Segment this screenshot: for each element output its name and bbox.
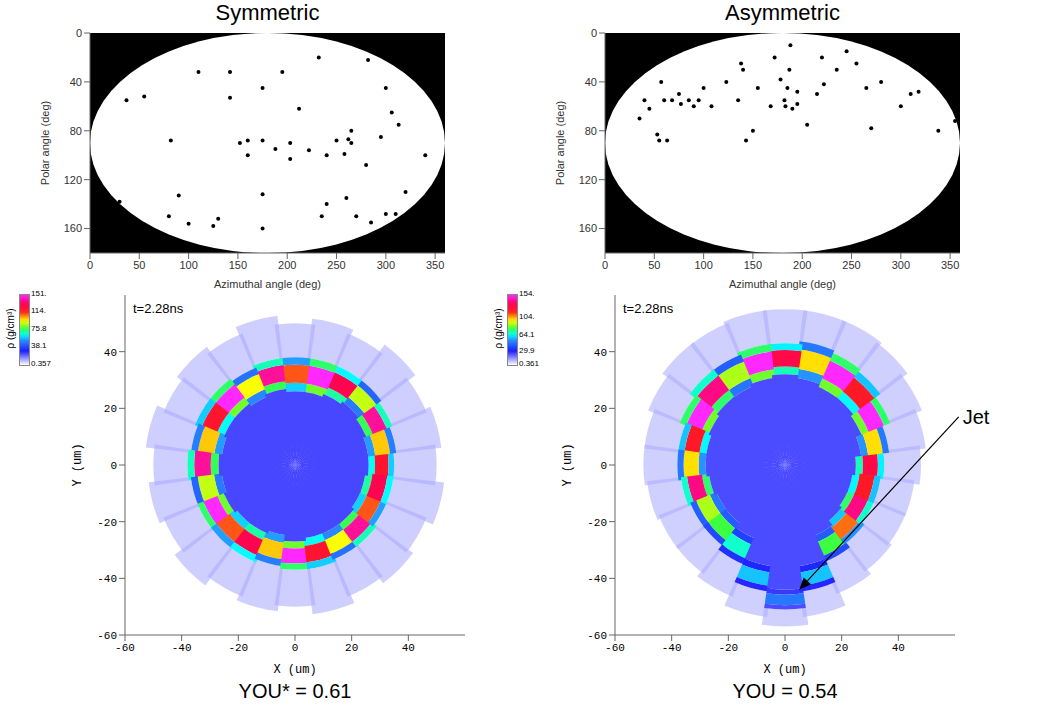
svg-text:100: 100 xyxy=(179,259,197,271)
svg-text:X (um): X (um) xyxy=(273,663,316,677)
svg-text:100: 100 xyxy=(694,259,712,271)
svg-text:120: 120 xyxy=(64,174,82,186)
svg-text:350: 350 xyxy=(941,259,959,271)
svg-text:-60: -60 xyxy=(587,630,607,642)
svg-text:0: 0 xyxy=(110,460,117,472)
html-text:64.1: 64.1 xyxy=(519,330,535,339)
svg-text:-20: -20 xyxy=(587,517,607,529)
html-text:104.: 104. xyxy=(519,311,535,321)
svg-text:X (um): X (um) xyxy=(763,663,806,677)
svg-text:200: 200 xyxy=(793,259,811,271)
svg-text:40: 40 xyxy=(892,642,905,654)
svg-text:20: 20 xyxy=(345,642,358,654)
svg-text:350: 350 xyxy=(426,259,444,271)
html-text:154.: 154. xyxy=(519,289,535,298)
svg-text:0: 0 xyxy=(292,642,299,654)
svg-text:200: 200 xyxy=(278,259,296,271)
svg-text:160: 160 xyxy=(579,222,597,234)
svg-text:-40: -40 xyxy=(662,642,682,654)
html-text:t=2.28ns: t=2.28ns xyxy=(133,301,184,316)
svg-text:50: 50 xyxy=(133,259,145,271)
svg-text:-40: -40 xyxy=(587,573,607,585)
svg-text:-40: -40 xyxy=(172,642,192,654)
svg-text:-60: -60 xyxy=(605,642,625,654)
html-text:Asymmetric: Asymmetric xyxy=(725,0,840,25)
svg-text:40: 40 xyxy=(585,76,597,88)
svg-text:-20: -20 xyxy=(97,517,117,529)
svg-text:Polar angle (deg): Polar angle (deg) xyxy=(40,101,51,185)
svg-text:-60: -60 xyxy=(115,642,135,654)
svg-text:Azimuthal angle (deg): Azimuthal angle (deg) xyxy=(729,278,836,290)
svg-text:-60: -60 xyxy=(97,630,117,642)
html-text:29.9: 29.9 xyxy=(519,345,535,355)
svg-text:0: 0 xyxy=(602,259,608,271)
svg-text:Azimuthal angle (deg): Azimuthal angle (deg) xyxy=(214,278,321,290)
svg-text:300: 300 xyxy=(892,259,910,271)
svg-text:0: 0 xyxy=(600,460,607,472)
svg-text:300: 300 xyxy=(377,259,395,271)
svg-text:250: 250 xyxy=(842,259,860,271)
svg-text:-40: -40 xyxy=(97,573,117,585)
svg-text:40: 40 xyxy=(70,76,82,88)
html-text:151.: 151. xyxy=(31,289,47,298)
svg-text:Jet: Jet xyxy=(963,406,990,428)
svg-text:20: 20 xyxy=(104,403,117,415)
svg-text:0: 0 xyxy=(591,28,597,39)
html-text:0.357: 0.357 xyxy=(31,359,51,368)
svg-text:0: 0 xyxy=(87,259,93,271)
html-text:ρ (g/cm³): ρ (g/cm³) xyxy=(4,308,16,349)
svg-text:Y (um): Y (um) xyxy=(561,443,575,486)
html-text:114.: 114. xyxy=(31,306,46,316)
svg-text:20: 20 xyxy=(594,403,607,415)
svg-text:150: 150 xyxy=(744,259,762,271)
html-text:0.361: 0.361 xyxy=(519,359,539,368)
html-text:YOU = 0.54: YOU = 0.54 xyxy=(732,680,838,702)
html-text:38.1: 38.1 xyxy=(31,341,47,351)
svg-text:20: 20 xyxy=(835,642,848,654)
svg-text:40: 40 xyxy=(104,347,117,359)
svg-text:120: 120 xyxy=(579,174,597,186)
svg-text:0: 0 xyxy=(782,642,789,654)
svg-text:150: 150 xyxy=(229,259,247,271)
svg-text:80: 80 xyxy=(70,125,82,137)
html-text:ρ (g/cm³): ρ (g/cm³) xyxy=(492,308,504,349)
svg-text:40: 40 xyxy=(594,347,607,359)
svg-text:0: 0 xyxy=(76,28,82,39)
svg-text:250: 250 xyxy=(327,259,345,271)
svg-text:40: 40 xyxy=(402,642,415,654)
html-text:75.8: 75.8 xyxy=(31,323,47,333)
svg-text:Y (um): Y (um) xyxy=(71,443,85,486)
svg-text:-20: -20 xyxy=(228,642,248,654)
svg-text:80: 80 xyxy=(585,125,597,137)
svg-text:50: 50 xyxy=(648,259,660,271)
html-text:YOU* = 0.61: YOU* = 0.61 xyxy=(238,680,352,702)
svg-text:160: 160 xyxy=(64,222,82,234)
html-text:t=2.28ns: t=2.28ns xyxy=(623,301,674,316)
html-text:Symmetric: Symmetric xyxy=(215,0,320,25)
svg-text:Polar angle (deg): Polar angle (deg) xyxy=(555,101,566,185)
svg-text:-20: -20 xyxy=(718,642,738,654)
